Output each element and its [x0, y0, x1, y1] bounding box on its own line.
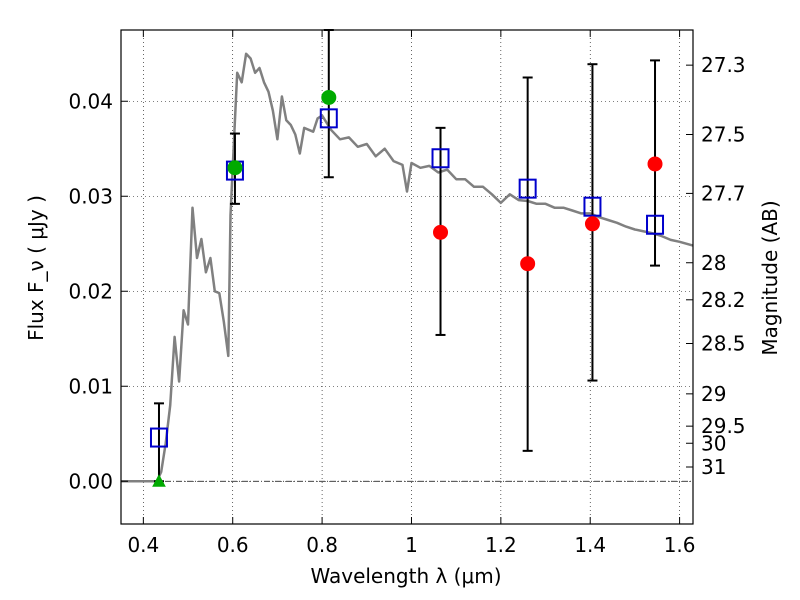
x-tick-label: 0.8 — [306, 533, 338, 557]
flux-point — [520, 256, 536, 272]
upper-limit-triangle — [152, 474, 166, 487]
flux-point — [647, 156, 663, 172]
flux-point — [227, 160, 243, 176]
y2-tick-label: 27.3 — [701, 53, 746, 77]
plot-frame — [120, 29, 694, 525]
model-square-point — [149, 427, 168, 448]
model-flux-squares — [149, 108, 665, 448]
y2-tick-label: 28 — [701, 251, 726, 275]
flux-point — [584, 216, 600, 232]
y2-tick-label: 31 — [701, 455, 726, 479]
x-tick-label: 1.2 — [485, 533, 517, 557]
model-square-point — [646, 214, 665, 235]
x-tick-label: 0.4 — [127, 533, 159, 557]
x-tick-label: 1.6 — [664, 533, 696, 557]
grid — [121, 30, 693, 524]
y-tick-label: 0.01 — [68, 374, 113, 398]
x-axis-label: Wavelength λ (μm) — [310, 564, 501, 588]
model-square-point — [518, 178, 537, 199]
y-tick-label: 0.02 — [68, 279, 113, 303]
observed-points — [152, 89, 663, 487]
model-square-point — [583, 196, 602, 217]
y-tick-label: 0.00 — [68, 469, 113, 493]
y2-tick-label: 27.7 — [701, 181, 746, 205]
y2-tick-label: 27.5 — [701, 123, 746, 147]
y2-tick-label: 28.2 — [701, 288, 746, 312]
spectrum-path — [121, 52, 694, 483]
y-tick-label: 0.03 — [68, 184, 113, 208]
y-axis: 0.00 0.01 0.02 0.03 0.04 — [68, 89, 128, 493]
x-axis: 0.4 0.6 0.8 1 1.2 1.4 1.6 — [127, 30, 696, 557]
flux-point — [321, 89, 337, 105]
x-tick-label: 0.6 — [217, 533, 249, 557]
model-square-point — [431, 148, 450, 169]
flux-point — [433, 224, 449, 240]
model-spectrum-line — [121, 52, 694, 483]
y-axis-label: Flux F_ν ( μJy ) — [24, 195, 48, 341]
y-tick-label: 0.04 — [68, 89, 113, 113]
y2-tick-label: 29.5 — [701, 414, 746, 438]
model-square-point — [319, 108, 338, 129]
y2-tick-label: 29 — [701, 382, 726, 406]
y2-tick-label: 28.5 — [701, 332, 746, 356]
x-tick-label: 1.4 — [574, 533, 606, 557]
y2-axis-label: Magnitude (AB) — [758, 200, 782, 355]
x-tick-label: 1 — [405, 533, 418, 557]
y2-tick-label: 30 — [701, 431, 726, 455]
